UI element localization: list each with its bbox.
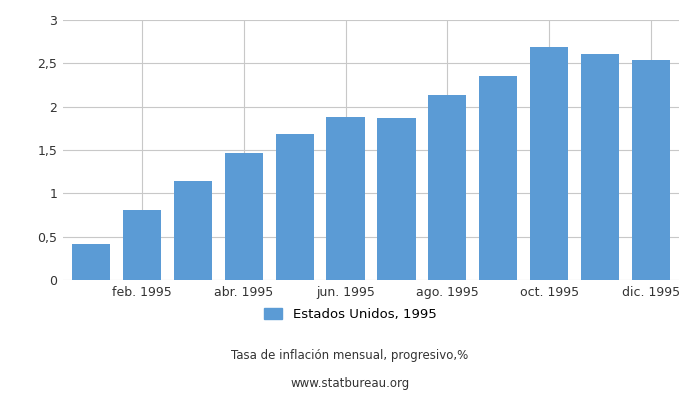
Bar xyxy=(122,210,161,280)
Bar xyxy=(174,181,212,280)
Bar xyxy=(428,94,466,280)
Bar xyxy=(225,153,262,280)
Legend: Estados Unidos, 1995: Estados Unidos, 1995 xyxy=(258,302,442,326)
Bar xyxy=(480,76,517,280)
Bar xyxy=(326,117,365,280)
Bar xyxy=(632,60,670,280)
Bar xyxy=(377,118,416,280)
Text: Tasa de inflación mensual, progresivo,%: Tasa de inflación mensual, progresivo,% xyxy=(232,350,468,362)
Text: www.statbureau.org: www.statbureau.org xyxy=(290,378,410,390)
Bar xyxy=(276,134,314,280)
Bar xyxy=(581,54,620,280)
Bar xyxy=(72,244,110,280)
Bar xyxy=(530,47,568,280)
